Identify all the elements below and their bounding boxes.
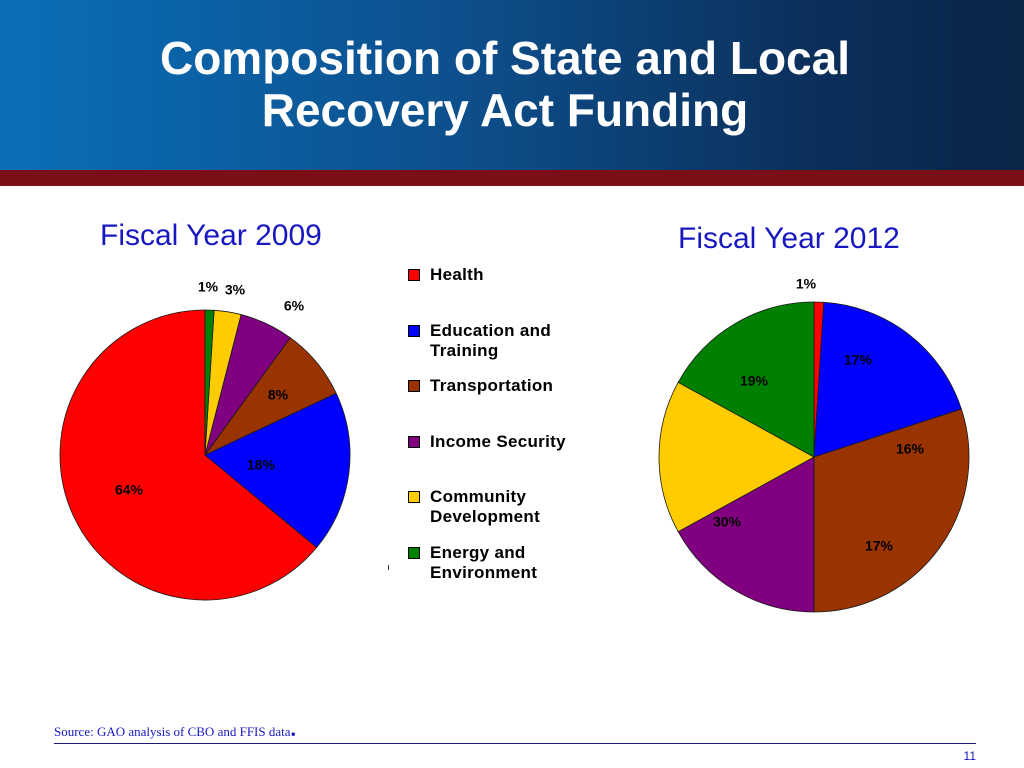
slide-header	[0, 0, 1024, 170]
pie2012-label-education: 19%	[740, 373, 769, 389]
pie2012-slice-transportation	[813, 408, 970, 613]
slide-title-line1: Composition of State and Local	[159, 32, 851, 84]
legend-swatch-transportation	[408, 380, 420, 392]
pie2009-slice-health	[59, 309, 318, 601]
legend-label-education-2: Training	[430, 341, 499, 360]
pie2009-label-energy: 1%	[198, 279, 219, 295]
legend-swatch-income-security	[408, 436, 420, 448]
legend-label-energy: Energy and	[430, 543, 526, 562]
pie2009-label-health: 64%	[115, 482, 144, 498]
pie2012-slice-income-security	[677, 456, 815, 613]
pie2012-label-transportation: 30%	[713, 514, 742, 530]
source-text: Source: GAO analysis of CBO and FFIS dat…	[54, 724, 291, 739]
chart-title-fy2012: Fiscal Year 2012	[678, 222, 900, 255]
pie2009-slice-energy	[204, 309, 215, 456]
legend-label-education: Education and	[430, 321, 552, 340]
legend-swatch-community	[408, 491, 420, 503]
pie2012-slice-energy	[677, 301, 815, 458]
pie2012-slice-community	[658, 381, 815, 533]
pie2012-label-health: 1%	[796, 276, 817, 292]
legend-label-health: Health	[430, 265, 484, 284]
legend-swatch-energy	[408, 547, 420, 559]
pie2012-slice-education	[813, 301, 962, 458]
pie2009-label-income-security: 6%	[284, 298, 305, 314]
pie2009-label-education: 18%	[247, 457, 276, 473]
page-number: 11	[963, 749, 976, 763]
legend-swatch-education	[408, 325, 420, 337]
header-divider-bar	[0, 170, 1024, 186]
legend-label-energy-2: Environment	[430, 563, 538, 582]
source-dot: .	[290, 716, 297, 741]
pie2012-label-energy: 17%	[844, 352, 873, 368]
legend-label-transportation: Transportation	[430, 376, 554, 395]
chart-title-fy2009: Fiscal Year 2009	[100, 219, 322, 252]
slide-title-line2: Recovery Act Funding	[261, 84, 749, 136]
footer-divider	[54, 743, 976, 744]
pie2012-label-community: 16%	[896, 441, 925, 457]
pie2009-label-transportation: 8%	[268, 387, 289, 403]
pie2009-label-community: 3%	[225, 282, 246, 298]
legend-swatch-health	[408, 269, 420, 281]
source-note: Source: GAO analysis of CBO and FFIS dat…	[54, 716, 296, 742]
legend-label-income-security: Income Security	[430, 432, 566, 451]
legend-label-community-2: Development	[430, 507, 541, 526]
pie2012-label-income-security: 17%	[865, 538, 894, 554]
stray-tick-mark	[388, 565, 389, 570]
pie2009-slice-education	[204, 392, 351, 548]
slide-title: Composition of State and Local Recovery …	[60, 32, 950, 136]
legend-label-community: Community	[430, 487, 527, 506]
